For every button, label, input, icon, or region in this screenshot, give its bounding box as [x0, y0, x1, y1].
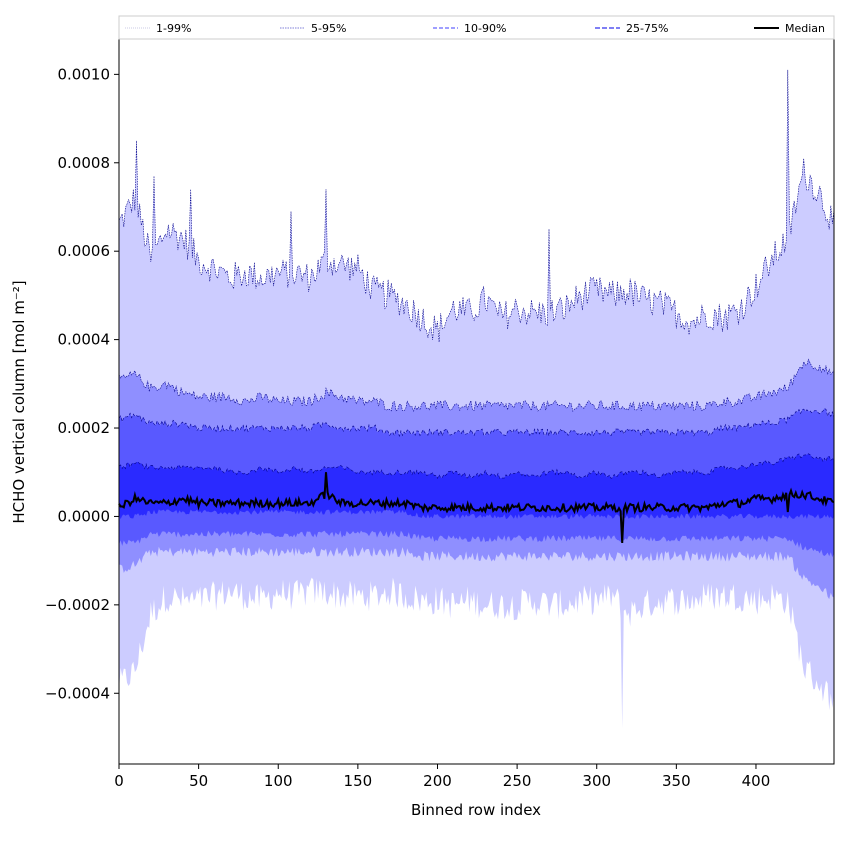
y-tick-label: 0.0004	[58, 331, 111, 349]
x-tick-label: 400	[742, 772, 771, 790]
median-line	[118, 472, 835, 544]
x-tick-label: 100	[264, 772, 293, 790]
y-tick-label: −0.0002	[45, 596, 110, 614]
legend-frame	[118, 15, 835, 40]
x-tick-label: 300	[582, 772, 611, 790]
x-tick-label: 200	[423, 772, 452, 790]
x-tick-label: 0	[114, 772, 124, 790]
y-tick-label: 0.0010	[58, 65, 111, 83]
band-25-75-upper-edge	[118, 453, 834, 479]
x-tick-label: 350	[662, 772, 691, 790]
x-tick-label: 50	[189, 772, 208, 790]
x-tick-label: 150	[344, 772, 373, 790]
y-tick-label: −0.0004	[45, 684, 110, 702]
legend-label: 5-95%	[311, 22, 346, 35]
band-1-99-upper-edge	[118, 69, 835, 343]
legend-label: Median	[785, 22, 825, 35]
band-5-95-upper-edge	[118, 358, 835, 413]
x-tick-label: 250	[503, 772, 532, 790]
x-axis-label: Binned row index	[411, 801, 541, 819]
x-axis: 0 50 100 150 200 250 300 350 400	[114, 764, 770, 790]
y-tick-label: 0.0000	[58, 507, 111, 525]
legend-label: 1-99%	[156, 22, 191, 35]
median-layer	[118, 472, 835, 544]
band-10-90-upper-edge	[118, 408, 835, 438]
y-axis: −0.0004 −0.0002 0.0000 0.0002 0.0004 0.0006 0.…	[45, 65, 119, 702]
legend-label: 25-75%	[626, 22, 668, 35]
y-tick-label: 0.0008	[58, 154, 111, 172]
y-axis-label: HCHO vertical column [mol m⁻²]	[10, 280, 28, 523]
band-1-99	[119, 69, 834, 729]
y-tick-label: 0.0006	[58, 242, 111, 260]
y-tick-label: 0.0002	[58, 419, 111, 437]
percentile-bands	[118, 69, 835, 729]
legend: 1-99% 5-95% 10-90% 25-75% Median	[118, 15, 835, 40]
legend-label: 10-90%	[464, 22, 506, 35]
